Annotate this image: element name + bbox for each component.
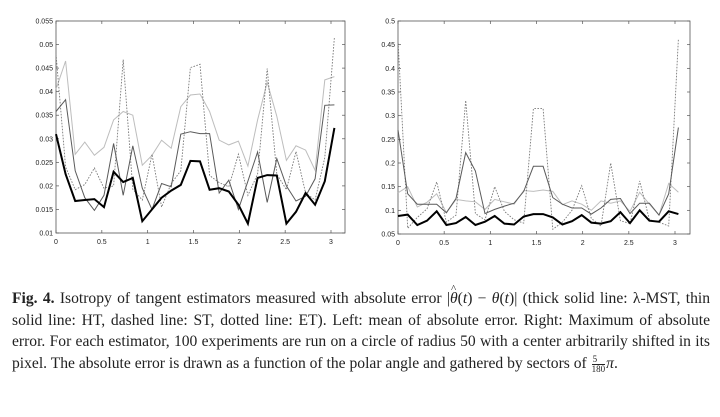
caption-paren-2: ( — [499, 290, 505, 307]
caption-text-2: )| (thick solid line: λ-MST, thin solid … — [12, 290, 710, 372]
theta-symbol: θ — [491, 290, 500, 307]
pi-symbol: π — [606, 354, 614, 372]
x-tick-label: 0.5 — [97, 239, 107, 246]
caption-text-1: Isotropy of tangent estimators measured … — [59, 290, 450, 307]
x-tick-label: 2.5 — [624, 240, 634, 247]
y-tick-label: 0.04 — [39, 89, 53, 96]
x-tick-label: 2.5 — [280, 239, 290, 246]
plot-frame — [55, 20, 346, 234]
y-tick-label: 0.015 — [35, 207, 53, 214]
chart-left-mean-error: 0.01 0.015 0.02 0.025 0.03 0.035 0.04 0.045 0.05… — [35, 19, 346, 246]
x-tick-label: 2 — [581, 240, 585, 247]
series-line-st — [397, 182, 679, 217]
x-tick-label: 0.5 — [439, 240, 449, 247]
caption-t: t — [462, 290, 468, 307]
series-line-ht — [397, 127, 679, 217]
y-tick-label: 0.055 — [35, 19, 53, 26]
y-tick-label: 0.1 — [385, 208, 395, 215]
y-tick-label: 0.05 — [381, 232, 395, 239]
caption-end: . — [613, 354, 618, 372]
x-tick-label: 3 — [673, 240, 677, 247]
series-line-mst — [397, 208, 679, 227]
y-tick-label: 0.15 — [381, 184, 395, 191]
x-tick-label: 1.5 — [189, 239, 199, 246]
caption-paren: ( — [457, 290, 463, 307]
series-line-st — [55, 60, 335, 173]
x-tick-label: 1 — [488, 240, 492, 247]
fraction: 5 180 — [591, 354, 606, 374]
y-tick-label: 0.045 — [35, 66, 53, 73]
x-tick-label: 0 — [54, 239, 58, 246]
y-tick-label: 0.035 — [35, 113, 53, 120]
series-line-mst — [55, 127, 336, 227]
y-tick-label: 0.25 — [381, 137, 395, 144]
x-tick-label: 1.5 — [532, 240, 542, 247]
y-tick-label: 0.4 — [385, 66, 395, 73]
chart-right-max-error: 0.05 0.1 0.15 0.2 0.25 0.3 0.35 0.4 0.45 0.5 0 0.5 1… — [381, 19, 691, 247]
y-tick-label: 0.5 — [385, 19, 395, 26]
x-tick-label: 3 — [329, 239, 333, 246]
caption-t-2: t — [504, 290, 509, 307]
y-tick-label: 0.35 — [381, 90, 395, 97]
x-tick-label: 2 — [237, 239, 241, 246]
y-tick-label: 0.45 — [381, 42, 395, 49]
plot-frame — [397, 20, 691, 235]
y-tick-label: 0.02 — [39, 183, 53, 190]
x-tick-label: 1 — [146, 239, 150, 246]
caption-minus: ) − — [467, 290, 492, 307]
y-tick-label: 0.05 — [39, 42, 53, 49]
series-line-ht — [55, 98, 335, 212]
fraction-denominator: 180 — [591, 363, 606, 374]
y-tick-label: 0.3 — [385, 113, 395, 120]
fraction-numerator: 5 — [591, 354, 606, 365]
figure-label: Fig. 4. — [12, 290, 55, 307]
series-line-et — [55, 37, 335, 209]
series-line-et — [397, 38, 679, 231]
y-tick-label: 0.025 — [35, 160, 53, 167]
y-tick-label: 0.01 — [39, 231, 53, 238]
theta-hat-symbol: θ — [450, 279, 458, 310]
y-tick-label: 0.03 — [39, 136, 53, 143]
x-tick-label: 0 — [396, 240, 400, 247]
y-tick-label: 0.2 — [385, 161, 395, 168]
figure-caption: Fig. 4. Isotropy of tangent estimators m… — [12, 279, 710, 374]
